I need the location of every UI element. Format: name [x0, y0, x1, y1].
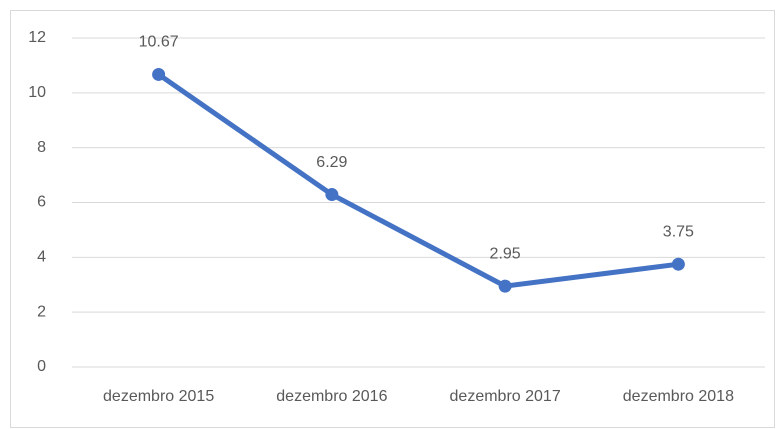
- point: [152, 67, 166, 81]
- chart-border: [10, 10, 775, 428]
- y-tick-label: 6: [37, 194, 46, 211]
- x-tick-label: dezembro 2015: [103, 388, 214, 405]
- y-tick-label: 12: [28, 29, 46, 46]
- point: [671, 257, 685, 271]
- line: [156, 71, 681, 289]
- y-tick-label: 2: [37, 303, 46, 320]
- y-tick-label: 0: [37, 358, 46, 375]
- data-label: 10.67: [139, 34, 179, 51]
- y-tick-label: 4: [37, 249, 46, 266]
- point: [325, 188, 339, 202]
- x-tick-label: dezembro 2018: [623, 388, 734, 405]
- y-tick-label: 10: [28, 84, 46, 101]
- data-label: 6.29: [316, 154, 347, 171]
- x-tick-label: dezembro 2016: [276, 388, 387, 405]
- x-tick-label: dezembro 2017: [450, 388, 561, 405]
- data-label: 2.95: [490, 245, 521, 262]
- point: [498, 279, 512, 293]
- y-tick-label: 8: [37, 139, 46, 156]
- data-label: 3.75: [663, 223, 694, 240]
